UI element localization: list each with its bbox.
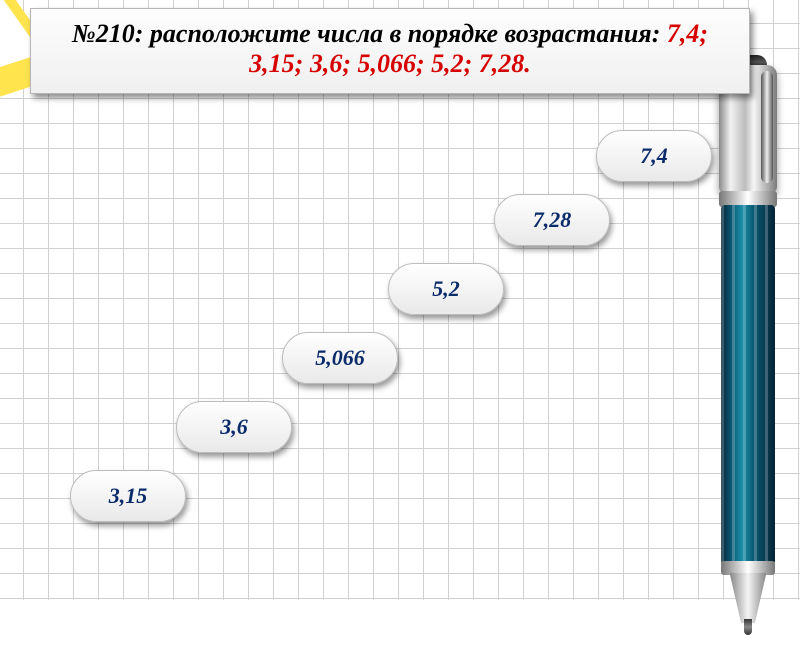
task-title-prefix: №210: расположите числа в порядке возрас… [72, 19, 667, 48]
answer-pill[interactable]: 5,066 [282, 332, 398, 384]
answer-pill[interactable]: 5,2 [388, 263, 504, 315]
pen-grip [725, 573, 771, 623]
pen-barrel [721, 205, 775, 565]
answer-pill-label: 5,2 [432, 276, 460, 302]
task-title-box: №210: расположите числа в порядке возрас… [30, 8, 750, 94]
answer-pill-label: 3,15 [109, 483, 148, 509]
answer-pill-label: 5,066 [315, 345, 365, 371]
pen-nib [744, 619, 752, 635]
answer-pill-label: 7,28 [533, 207, 572, 233]
pen-band-lower [721, 561, 775, 575]
pen-clip [761, 71, 773, 183]
answer-pill[interactable]: 7,4 [596, 130, 712, 182]
answer-pill-label: 3,6 [220, 414, 248, 440]
answer-pill[interactable]: 7,28 [494, 194, 610, 246]
answer-pill[interactable]: 3,6 [176, 401, 292, 453]
fountain-pen [712, 55, 784, 655]
answer-pill-label: 7,4 [640, 143, 668, 169]
answer-pill[interactable]: 3,15 [70, 470, 186, 522]
